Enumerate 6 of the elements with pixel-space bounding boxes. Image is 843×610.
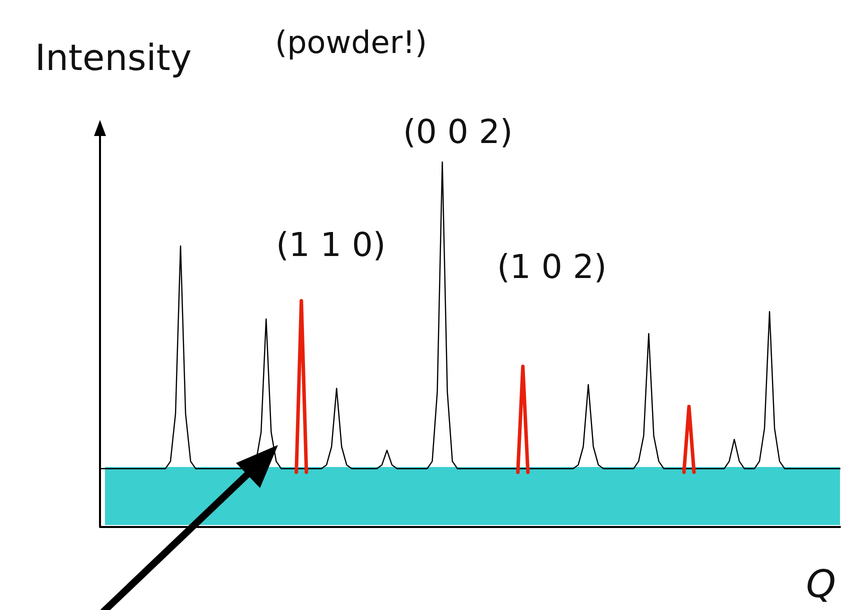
text: (powder!) [275, 25, 428, 61]
x-axis-title: Q [806, 562, 836, 606]
text: (0 0 2) [403, 112, 513, 151]
annotation: (1 0 2) [497, 247, 607, 286]
annotation: (1 1 0) [276, 225, 386, 264]
y-axis-title: Intensity [35, 38, 192, 79]
